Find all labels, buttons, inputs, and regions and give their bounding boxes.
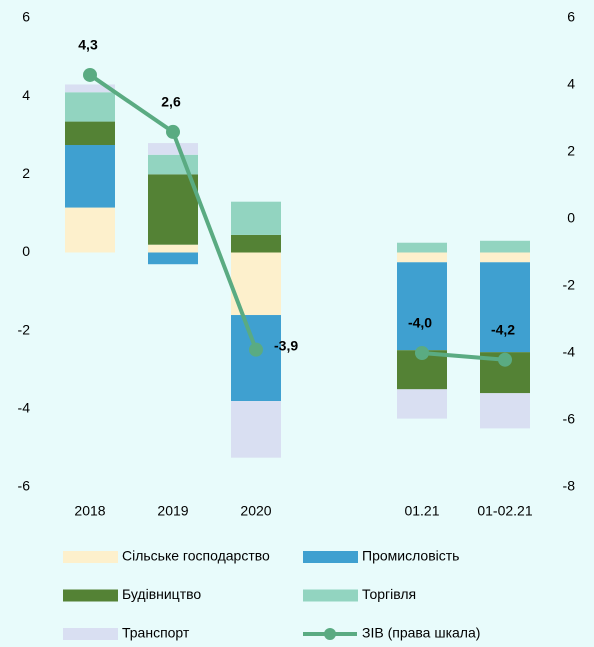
bar-segment [480,240,530,253]
legend-swatch [303,551,358,563]
y-tick-label: -6 [18,478,31,494]
y-tick-label: -4 [18,400,31,416]
legend-label: Промисловість [362,548,459,564]
line [421,351,506,362]
x-tick-label: 01-02.21 [477,503,532,519]
bar-segment [231,201,281,235]
y2-tick-label: 2 [567,143,575,159]
legend-swatch [63,551,118,563]
y-tick-label: 4 [22,87,30,103]
line-marker [249,342,263,357]
line-marker [498,352,512,367]
legend-swatch [63,628,118,640]
legend-label: ЗІВ (права шкала) [362,625,480,641]
bar-segment [231,315,281,402]
bar-segment [148,252,198,265]
legend-label: Сільське господарство [122,548,270,564]
y2-tick-label: 0 [567,210,575,226]
y-tick-label: -2 [18,321,31,337]
data-label: -4,0 [408,315,432,331]
x-tick-label: 01.21 [404,503,439,519]
y-tick-label: 2 [22,165,30,181]
legend-swatch [63,589,118,602]
bar-segment [480,262,530,353]
y2-tick-label: 6 [567,9,575,25]
data-label: 4,3 [78,37,98,53]
bar-segment [397,262,447,351]
bar-segment [397,252,447,263]
bar-segment [148,143,198,155]
legend-swatch [303,589,358,602]
legend-label: Торгівля [362,586,416,602]
bar-segment [65,145,115,208]
y-tick-label: 6 [22,9,30,25]
y2-tick-label: 4 [567,76,575,92]
bar-segment [231,234,281,253]
bar-segment [65,84,115,93]
data-label: 2,6 [161,94,181,110]
bar-segment [397,389,447,419]
legend-label: Транспорт [122,625,190,641]
y2-tick-label: -2 [563,277,576,293]
bar-segment [148,174,198,245]
line-marker [83,67,97,82]
x-tick-label: 2019 [157,503,188,519]
line-marker [415,346,429,360]
bar-segment [480,252,530,263]
bar-segment [65,121,115,146]
bar-segment [65,207,115,253]
bar-segment [65,92,115,122]
legend-swatch [324,628,336,640]
bar-segment [480,393,530,429]
y2-tick-label: -8 [563,478,576,494]
bar-segment [231,401,281,458]
bar-segment [397,242,447,253]
y2-tick-label: -4 [563,344,576,360]
x-tick-label: 2020 [240,503,271,519]
legend-label: Будівництво [122,586,201,602]
data-label: -3,9 [274,337,298,353]
x-tick-label: 2018 [74,503,105,519]
bar-segment [148,154,198,175]
line-marker [166,124,180,139]
y2-tick-label: -6 [563,411,576,427]
y-tick-label: 0 [22,243,30,259]
bar-segment [148,244,198,253]
data-label: -4,2 [491,321,515,337]
